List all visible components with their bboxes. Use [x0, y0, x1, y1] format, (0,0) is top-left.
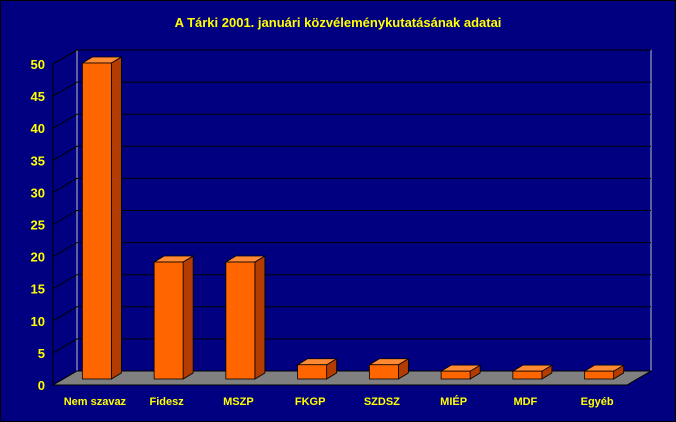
bar-side [110, 56, 122, 380]
bars [80, 56, 626, 380]
bar-front [440, 370, 471, 380]
y-axis-ticks: 0 5 10 15 20 25 30 35 40 45 50 [31, 57, 45, 393]
y-tick-label: 45 [31, 89, 45, 104]
y-tick-label: 35 [31, 153, 45, 168]
x-tick-label: MIÉP [440, 395, 467, 408]
bar [367, 358, 410, 380]
x-tick-label: Fidesz [150, 396, 185, 408]
bar-front [81, 62, 112, 380]
gridline [52, 81, 651, 97]
bar [296, 358, 339, 380]
gridline [52, 242, 651, 258]
bar [439, 364, 482, 380]
x-tick-label: Nem szavaz [64, 396, 127, 408]
gridline [52, 338, 651, 354]
x-tick-label: SZDSZ [364, 396, 400, 408]
y-tick-label: 15 [31, 282, 45, 297]
y-tick-label: 50 [31, 57, 45, 72]
bar [80, 56, 123, 380]
bar-front [584, 370, 615, 380]
x-tick-label: MSZP [223, 396, 254, 408]
y-tick-label: 25 [31, 218, 45, 233]
y-tick-label: 20 [31, 250, 45, 265]
chart-walls [52, 49, 652, 386]
y-tick-label: 5 [38, 346, 45, 361]
gridline [52, 274, 651, 290]
bar [511, 364, 554, 380]
bar [583, 364, 626, 380]
bar-front [297, 364, 328, 380]
gridlines [52, 49, 651, 354]
bar-side [182, 255, 194, 380]
y-tick-label: 40 [31, 121, 45, 136]
floor-plane [51, 370, 653, 386]
bar-front [512, 370, 543, 380]
bar-front [225, 261, 256, 380]
gridline [52, 306, 651, 322]
chart-title: A Tárki 2001. januári közvéleménykutatás… [175, 15, 502, 30]
bar-front [368, 364, 399, 380]
x-axis-labels: Nem szavaz Fidesz MSZP FKGP SZDSZ MIÉP MDF Egyé… [64, 395, 614, 408]
chart-floor [51, 370, 653, 386]
x-tick-label: Egyéb [581, 396, 614, 408]
y-tick-label: 30 [31, 185, 45, 200]
y-tick-label: 10 [31, 314, 45, 329]
bar [152, 255, 195, 380]
gridline [52, 113, 651, 129]
x-tick-label: FKGP [295, 396, 326, 408]
x-tick-label: MDF [513, 396, 537, 408]
gridline [52, 145, 651, 161]
gridline [52, 49, 651, 65]
bar-side [254, 255, 266, 380]
y-tick-label: 0 [38, 378, 45, 393]
bar-front [153, 261, 184, 380]
gridline [52, 177, 651, 193]
gridline [52, 210, 651, 225]
bar [224, 255, 267, 380]
